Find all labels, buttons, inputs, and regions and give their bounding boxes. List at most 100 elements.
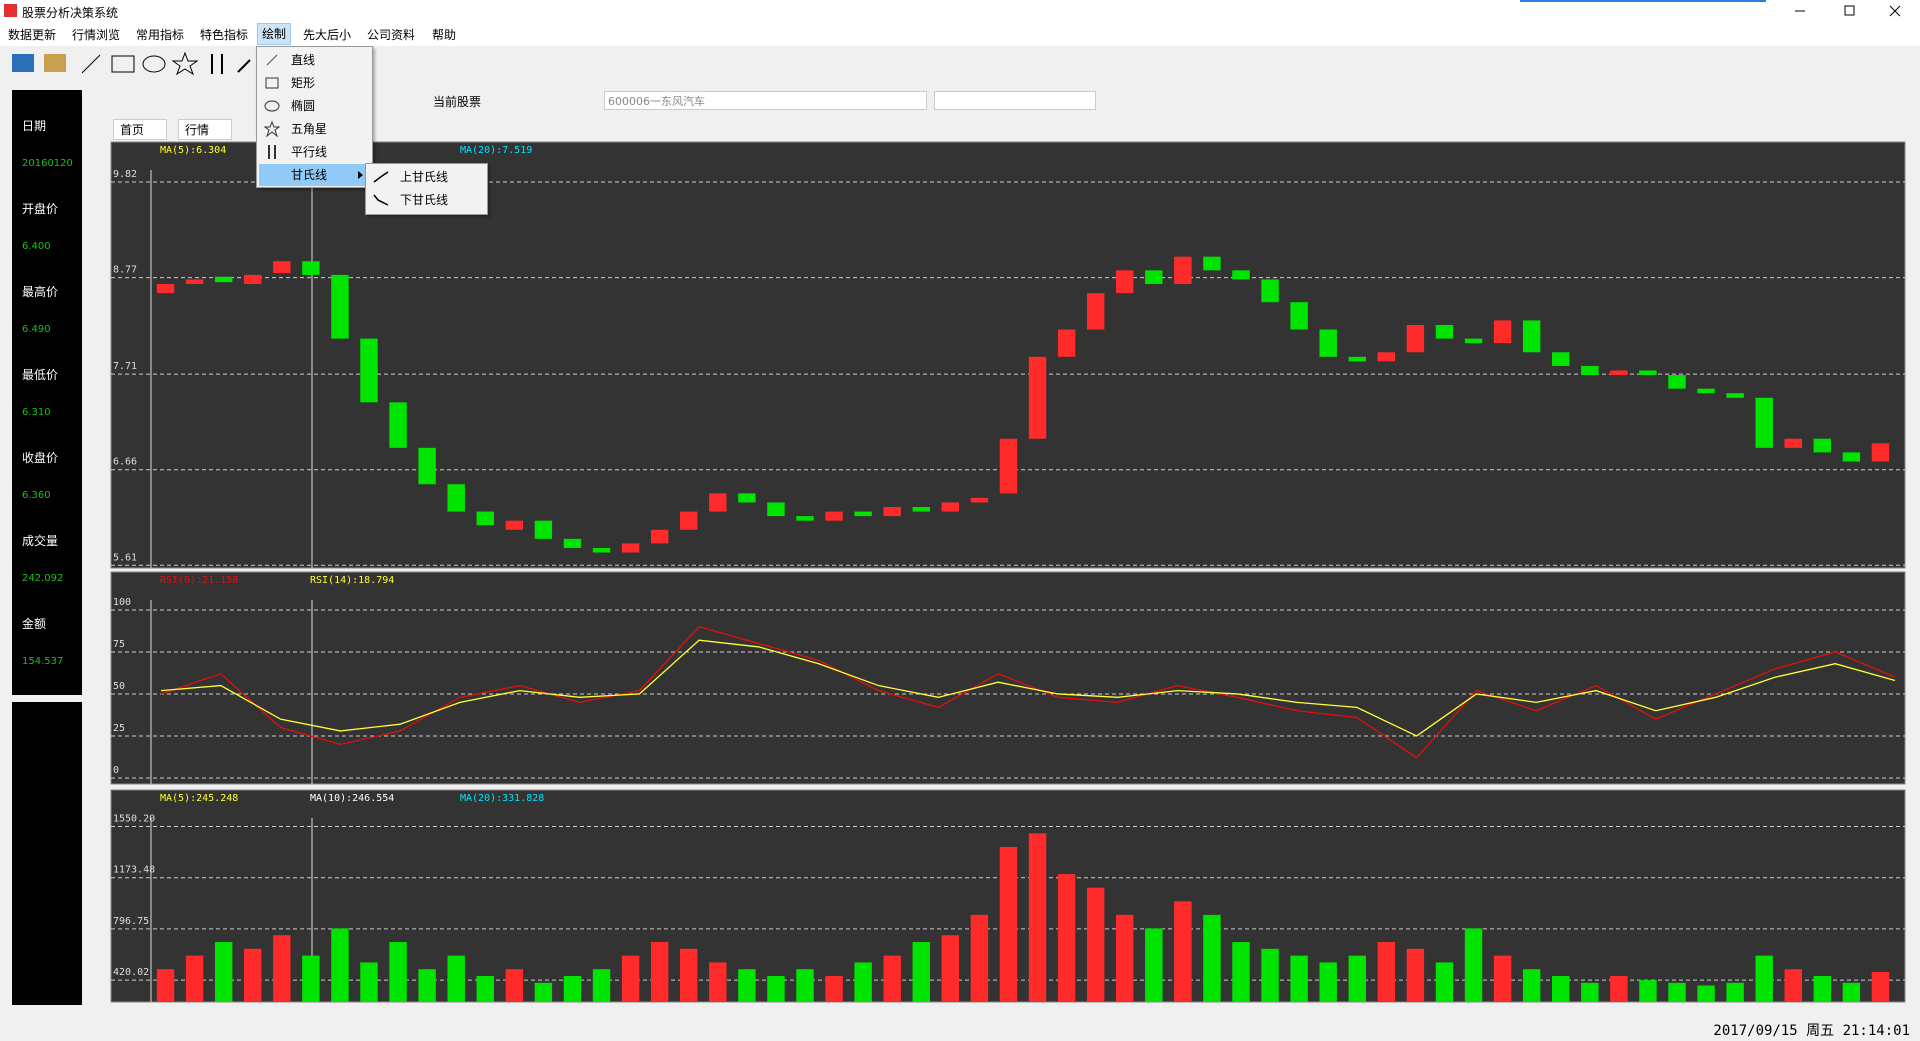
volume-bar bbox=[1522, 969, 1541, 1002]
toolbar-icons[interactable] bbox=[0, 46, 280, 80]
y-tick-label: 0 bbox=[113, 765, 119, 776]
tab[interactable]: 首页 bbox=[113, 119, 167, 140]
volume-bar bbox=[505, 969, 524, 1002]
stock-input-2[interactable] bbox=[934, 91, 1096, 110]
volume-bar bbox=[1552, 975, 1570, 1002]
candle bbox=[1581, 365, 1599, 376]
volume-bar bbox=[825, 975, 843, 1002]
y-tick-label: 75 bbox=[113, 639, 125, 650]
indicator-label: MA(20):331.828 bbox=[460, 793, 544, 804]
candle bbox=[1522, 320, 1541, 353]
menu-icon bbox=[373, 194, 389, 206]
tab[interactable]: 行情 bbox=[178, 119, 232, 140]
menu-option[interactable]: 甘氏线 bbox=[259, 164, 370, 186]
menu-item[interactable]: 绘制 bbox=[257, 23, 292, 45]
candle bbox=[244, 274, 262, 284]
title-bar: 股票分析决策系统 bbox=[0, 0, 1920, 22]
stock-input[interactable]: 600006一东风汽车 bbox=[604, 91, 927, 110]
volume-bar bbox=[476, 975, 494, 1002]
title-accent bbox=[1520, 0, 1766, 2]
submenu-option[interactable]: 下甘氏线 bbox=[368, 189, 485, 211]
info-label: 开盘价 bbox=[22, 202, 59, 216]
candle bbox=[1668, 375, 1686, 389]
volume-bar bbox=[999, 846, 1018, 1002]
volume-bar bbox=[534, 982, 553, 1002]
y-tick-label: 796.75 bbox=[113, 916, 149, 927]
menu-option[interactable]: 矩形 bbox=[259, 72, 370, 94]
candle bbox=[389, 402, 407, 448]
candle bbox=[941, 502, 960, 512]
volume-bar bbox=[1261, 948, 1279, 1002]
y-tick-label: 1550.20 bbox=[113, 814, 155, 825]
candle bbox=[999, 438, 1018, 494]
submenu-option[interactable]: 上甘氏线 bbox=[368, 166, 485, 188]
candle bbox=[912, 507, 930, 512]
y-tick-label: 5.61 bbox=[113, 552, 137, 563]
candle bbox=[476, 511, 494, 526]
volume-bar bbox=[1726, 982, 1744, 1002]
menu-item[interactable]: 帮助 bbox=[432, 28, 457, 42]
volume-bar bbox=[883, 955, 901, 1002]
menu-option-text: 五角星 bbox=[291, 122, 328, 136]
tab-text: 首页 bbox=[120, 123, 145, 137]
menu-item[interactable]: 行情浏览 bbox=[72, 28, 121, 42]
candle bbox=[680, 511, 698, 530]
indicator-label: MA(5):245.248 bbox=[160, 793, 238, 804]
menu-icon bbox=[268, 145, 276, 159]
menu-bar: 数据更新 行情浏览 常用指标 特色指标 绘制 先大后小 公司资料 帮助 bbox=[0, 22, 1920, 46]
candle bbox=[1028, 356, 1047, 439]
menu-option[interactable]: 五角星 bbox=[259, 118, 370, 140]
y-tick-label: 9.82 bbox=[113, 169, 137, 180]
menu-option[interactable]: 平行线 bbox=[259, 141, 370, 163]
candle bbox=[447, 484, 465, 512]
volume-bar bbox=[592, 969, 611, 1002]
volume-bar bbox=[970, 914, 989, 1002]
volume-bar bbox=[1348, 955, 1366, 1002]
menu-item[interactable]: 常用指标 bbox=[136, 28, 185, 42]
menu-icon bbox=[266, 54, 278, 66]
submenu-option-text: 下甘氏线 bbox=[400, 193, 449, 207]
candle bbox=[1552, 352, 1570, 366]
menu-item[interactable]: 先大后小 bbox=[303, 28, 352, 42]
candle bbox=[1145, 270, 1163, 284]
volume-bar bbox=[185, 955, 204, 1002]
candle bbox=[1406, 324, 1425, 353]
menu-item[interactable]: 公司资料 bbox=[367, 28, 416, 42]
volume-bar bbox=[302, 955, 320, 1002]
candle bbox=[738, 493, 756, 503]
menu-option[interactable]: 直线 bbox=[259, 49, 370, 71]
legend-label: RSI(14):18.794 bbox=[310, 575, 394, 586]
volume-bar bbox=[156, 969, 175, 1002]
menu-item[interactable]: 特色指标 bbox=[200, 28, 249, 42]
candle bbox=[418, 447, 436, 485]
menu-item[interactable]: 数据更新 bbox=[8, 28, 57, 42]
chart-panel bbox=[110, 571, 1906, 785]
candle bbox=[331, 274, 349, 339]
menu-icon bbox=[263, 166, 281, 184]
candle bbox=[1464, 338, 1483, 344]
volume-bar bbox=[1406, 948, 1425, 1002]
volume-bar bbox=[1784, 969, 1802, 1002]
volume-bar bbox=[1755, 955, 1773, 1002]
volume-bar bbox=[1377, 942, 1396, 1002]
candle bbox=[1726, 393, 1744, 398]
candle bbox=[214, 276, 233, 283]
candle bbox=[185, 279, 204, 284]
y-tick-label: 6.66 bbox=[113, 457, 137, 468]
menu-option-text: 矩形 bbox=[291, 76, 316, 90]
submenu-arrow bbox=[358, 171, 363, 179]
candle bbox=[1813, 438, 1832, 453]
menu-option-text: 直线 bbox=[291, 53, 316, 67]
menu-option[interactable]: 椭圆 bbox=[259, 95, 370, 117]
menu-option-text: 平行线 bbox=[291, 145, 328, 159]
candle bbox=[854, 511, 872, 517]
volume-bar bbox=[941, 935, 960, 1002]
volume-bar bbox=[1145, 928, 1163, 1002]
window-controls[interactable] bbox=[1790, 4, 1910, 18]
info-label: 最低价 bbox=[22, 368, 59, 382]
volume-bar bbox=[767, 975, 785, 1002]
candle bbox=[1261, 279, 1279, 303]
candle bbox=[1639, 370, 1657, 376]
volume-bar bbox=[738, 969, 756, 1002]
info-value: 6.310 bbox=[22, 407, 51, 418]
